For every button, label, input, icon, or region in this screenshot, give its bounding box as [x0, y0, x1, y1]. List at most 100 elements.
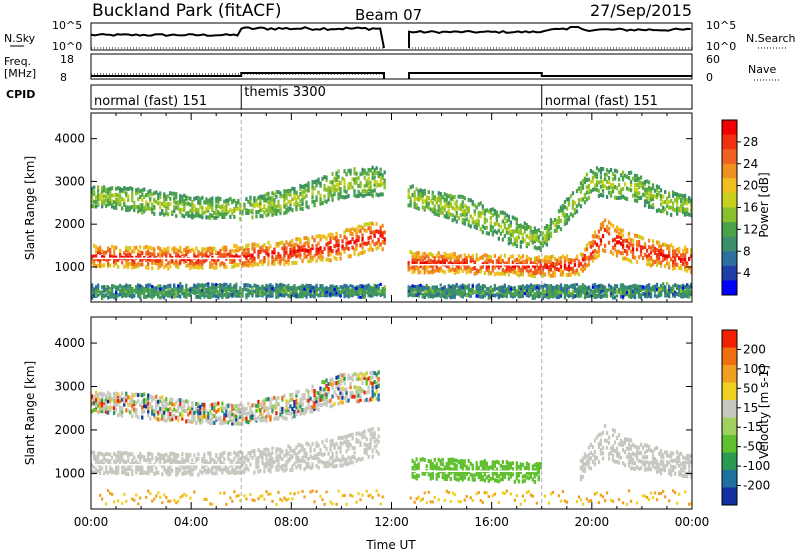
colorbar-cell: [722, 251, 737, 267]
colorbar-tick-label: -100: [743, 459, 770, 473]
nave-label: Nave: [748, 63, 776, 76]
station-title: Buckland Park (fitACF): [92, 1, 282, 21]
colorbar-tick-label: 50: [743, 381, 758, 395]
colorbar-tick-label: -50: [743, 440, 763, 454]
scatter-band-ground-scatter: [91, 218, 693, 279]
nave-tick-bottom: 0: [706, 71, 713, 84]
colorbar-cell: [722, 222, 737, 237]
colorbar-tick-label: 16: [743, 201, 758, 215]
scatter-band-upper-band: [91, 165, 693, 252]
date-label: 27/Sep/2015: [590, 1, 692, 20]
noise-tick-top: 10^5: [52, 19, 82, 32]
colorbar-cell: [722, 207, 737, 223]
noise-tick-bottom: 10^0: [52, 40, 82, 53]
colorbar-tick-label: 8: [743, 244, 751, 258]
noise-tick-bottom-right: 10^0: [706, 40, 736, 53]
freq-unit: [MHz]: [4, 67, 36, 80]
nsky-series: [90, 26, 385, 49]
colorbar-cell: [722, 417, 737, 436]
cpid-label: CPID: [6, 88, 35, 101]
colorbar-cell: [722, 382, 737, 401]
power-colorbar-label: Power [dB]: [757, 172, 771, 237]
xtick-label: 20:00: [575, 515, 610, 529]
power-colorbar: 28 24 20 16 12 8 4: [721, 119, 758, 296]
colorbar-tick-label: 12: [743, 222, 758, 236]
freq-label: Freq.: [4, 55, 31, 68]
velocity-colorbar-label: Velocity [m s-1]: [757, 365, 771, 459]
xtick-label: 00:00: [675, 515, 710, 529]
xtick-label: 04:00: [174, 515, 209, 529]
ytick-label: 3000: [54, 380, 85, 394]
ytick-label: 1000: [54, 260, 85, 274]
freq-tick-bottom: 8: [60, 71, 67, 84]
colorbar-cell: [722, 149, 737, 165]
panel-background: [91, 113, 692, 302]
cpid-segment-label: normal (fast) 151: [545, 94, 658, 109]
velocity-panel: 4000 3000 2000 1000 00:00 04:00 08:00 12:00 16:0…: [54, 316, 710, 529]
colorbar-cell: [722, 435, 737, 453]
colorbar-cell: [722, 280, 737, 296]
noise-tick-top-right: 10^5: [706, 19, 736, 32]
colorbar-cell: [722, 134, 737, 150]
cpid-segment-label: normal (fast) 151: [94, 94, 207, 109]
xtick-label: 08:00: [274, 515, 309, 529]
ytick-label: 1000: [54, 466, 85, 480]
colorbar-cell: [722, 236, 737, 252]
colorbar-tick-label: 4: [743, 266, 751, 280]
freq-series: [91, 72, 385, 79]
colorbar-tick-label: 100: [743, 362, 766, 376]
power-ylabel: Slant Range [km]: [23, 156, 37, 260]
colorbar-cell: [722, 452, 737, 471]
colorbar-cell: [722, 178, 737, 194]
scatter-band-near-range: [91, 282, 693, 301]
colorbar-tick-label: 24: [743, 157, 758, 171]
colorbar-cell: [722, 365, 737, 383]
colorbar-tick-label: 28: [743, 135, 758, 149]
near-range-speckle: [91, 282, 693, 299]
colorbar-tick-label: 200: [743, 342, 766, 356]
colorbar-cell: [722, 163, 737, 179]
colorbar-tick-label: -15: [743, 420, 763, 434]
velocity-colorbar: 200 100 50 15 -15 -50 -100 -200: [721, 329, 770, 506]
nsearch-label: N.Search: [746, 32, 796, 45]
colorbar-cell: [722, 470, 737, 488]
scatter-band-afternoon-green: [411, 457, 542, 484]
scatter-band-upper-band: [91, 370, 380, 426]
colorbar-tick-label: 20: [743, 179, 758, 193]
cpid-frame: [90, 84, 693, 110]
noise-panel: [90, 22, 693, 51]
colorbar-tick-label: 15: [743, 401, 758, 415]
freq-series-2: [408, 72, 692, 79]
nsky-series-2: [407, 26, 691, 49]
ytick-label: 2000: [54, 423, 85, 437]
beam-label: Beam 07: [355, 6, 422, 24]
colorbar-cell: [722, 192, 737, 208]
freq-panel: [90, 53, 693, 80]
power-panel: 4000 3000 2000 1000: [54, 112, 693, 303]
colorbar-cell: [722, 347, 737, 366]
colorbar-cell: [722, 400, 737, 418]
time-xlabel: Time UT: [365, 538, 416, 552]
xtick-label: 12:00: [374, 515, 409, 529]
ytick-label: 4000: [54, 336, 85, 350]
velocity-ylabel: Slant Range [km]: [23, 361, 37, 465]
ytick-label: 4000: [54, 132, 85, 146]
nsky-label: N.Sky: [4, 32, 36, 45]
ytick-label: 3000: [54, 174, 85, 188]
colorbar-cell: [722, 487, 737, 506]
colorbar-tick-label: -200: [743, 479, 770, 493]
ytick-label: 2000: [54, 217, 85, 231]
nave-tick-top: 60: [706, 53, 720, 66]
cpid-segment-label: themis 3300: [244, 85, 326, 100]
xtick-label: 00:00: [74, 515, 109, 529]
colorbar-cell: [722, 120, 737, 135]
colorbar-frame: [721, 329, 738, 506]
freq-tick-top: 18: [60, 53, 74, 66]
scatter-band-evening: [579, 423, 693, 482]
near-range-speckle: [99, 489, 693, 506]
colorbar-cell: [722, 330, 737, 348]
cpid-panel: normal (fast) 151 themis 3300 normal (fast…: [90, 84, 693, 110]
colorbar-cell: [722, 265, 737, 281]
xtick-label: 16:00: [474, 515, 509, 529]
